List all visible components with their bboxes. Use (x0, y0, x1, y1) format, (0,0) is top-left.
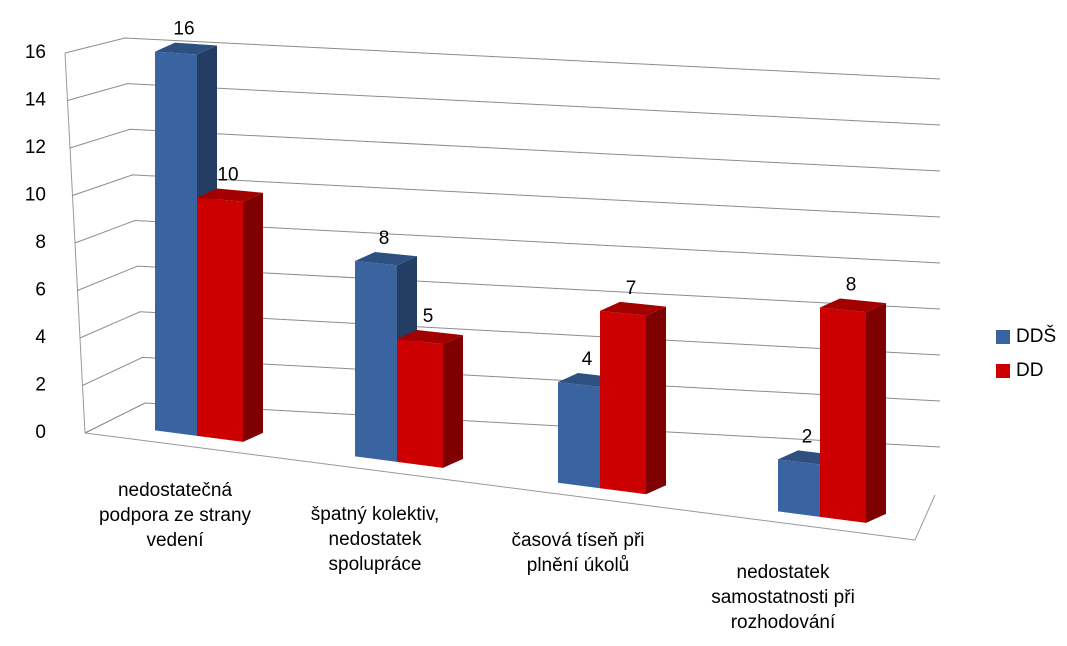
data-label: 8 (379, 228, 390, 249)
bar-top (820, 298, 886, 313)
grid-line (77, 265, 941, 310)
floor-edge (84, 432, 936, 541)
y-tick-label: 12 (25, 137, 46, 158)
legend-label: DD (1016, 360, 1043, 381)
grid-line (69, 128, 941, 172)
bar-top (155, 42, 217, 55)
bar-side (866, 303, 886, 523)
data-label: 8 (846, 275, 857, 296)
y-tick-label: 4 (35, 327, 46, 348)
grid-line (79, 311, 941, 356)
y-tick-label: 6 (35, 280, 46, 301)
y-tick-label: 16 (25, 42, 46, 63)
data-label: 4 (582, 349, 593, 370)
grid-line (64, 37, 941, 80)
bar (397, 338, 443, 468)
bar-side (443, 335, 463, 468)
x-tick-label: nedostatečná podpora ze strany vedení (98, 480, 252, 551)
x-tick-label: špatný kolektiv, nedostatek spolupráce (310, 504, 440, 575)
x-tick-label: nedostatek samostatnosti při rozhodování (711, 562, 855, 633)
bar-side (243, 192, 263, 442)
bar-top (397, 329, 463, 345)
data-label: 7 (626, 278, 637, 299)
grid-line (72, 174, 941, 218)
x-tick-label: časová tíseň při plnění úkolů (511, 530, 645, 576)
y-tick-label: 10 (25, 185, 46, 206)
bar (197, 197, 243, 442)
bar-side (646, 306, 666, 495)
bar-top (355, 252, 417, 266)
data-label: 16 (173, 19, 194, 40)
data-label: 2 (802, 426, 813, 447)
y-tick-label: 8 (35, 232, 46, 253)
y-tick-label: 14 (25, 90, 47, 111)
legend-swatch (996, 330, 1010, 344)
bar-top (197, 188, 263, 202)
legend-label: DDŠ (1016, 325, 1056, 347)
bar (820, 307, 866, 523)
data-label: 5 (423, 306, 434, 327)
grid-line (74, 219, 941, 264)
bar (600, 310, 646, 495)
bar (155, 51, 197, 436)
bar-top (600, 301, 666, 316)
y-tick-label: 0 (35, 422, 46, 443)
grid-line (82, 356, 941, 402)
bar (558, 382, 600, 489)
y-tick-label: 2 (35, 375, 46, 396)
bar (355, 261, 397, 462)
grid-line (84, 402, 941, 448)
data-label: 10 (217, 165, 238, 186)
legend-swatch (996, 364, 1010, 378)
bar (778, 459, 820, 517)
grid-line (67, 83, 941, 126)
